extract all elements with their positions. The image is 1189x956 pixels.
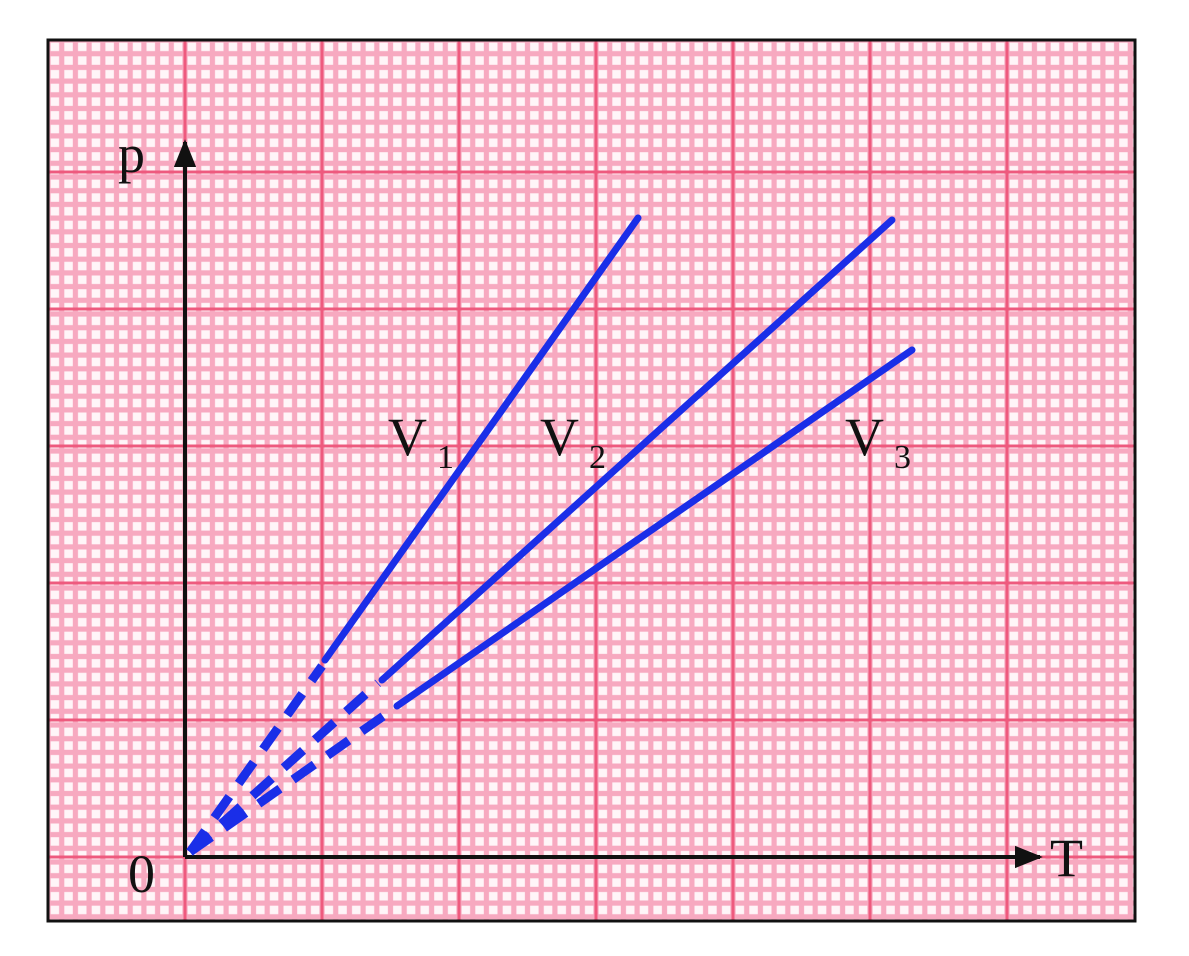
line-subscript: 1 xyxy=(437,439,454,476)
y-axis-label: p xyxy=(118,124,145,184)
line-name: V xyxy=(845,407,884,467)
line-subscript: 3 xyxy=(894,439,911,476)
frame xyxy=(46,38,1137,923)
origin-label: 0 xyxy=(128,844,155,904)
graph-paper xyxy=(48,40,1135,921)
line-label-3: V 3 xyxy=(845,407,911,476)
line-name: V xyxy=(388,407,427,467)
line-label-1: V 1 xyxy=(388,407,454,476)
isochores xyxy=(186,214,916,856)
line-name: V xyxy=(540,407,579,467)
line-label-2: V 2 xyxy=(540,407,606,476)
x-axis-label: T xyxy=(1050,828,1083,888)
line-subscript: 2 xyxy=(589,439,606,476)
